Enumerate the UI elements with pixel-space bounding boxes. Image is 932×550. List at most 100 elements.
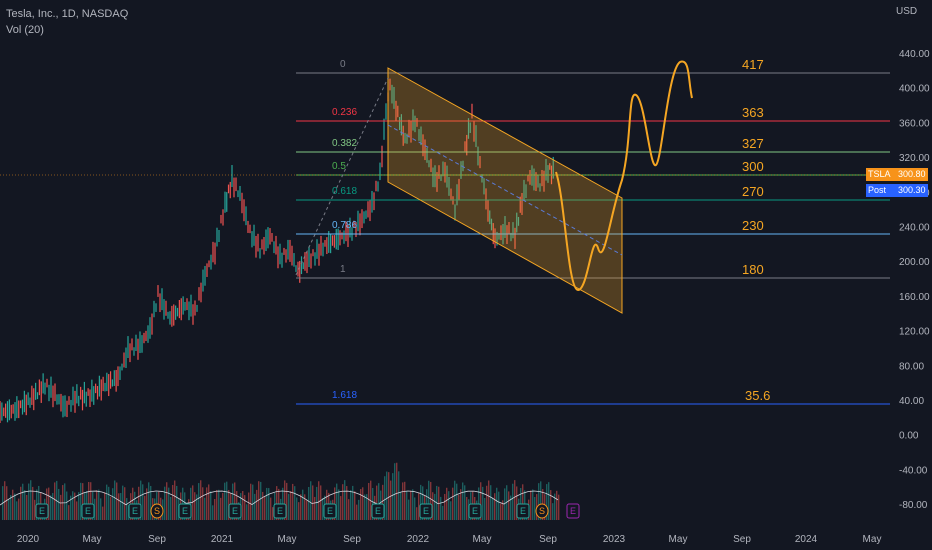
volume-bar — [254, 493, 256, 520]
time-tick-label: 2023 — [603, 534, 626, 545]
volume-bar — [378, 483, 380, 520]
volume-bar — [12, 489, 14, 520]
volume-bar — [242, 490, 244, 520]
volume-bar — [174, 480, 176, 520]
time-axis[interactable]: 2020 May Sep 2021 May Sep 2022 May Sep 2023 May Sep… — [17, 534, 882, 545]
volume-bar — [314, 496, 316, 520]
volume-bar — [112, 488, 114, 520]
volume-bar — [390, 480, 392, 520]
volume-bar — [248, 492, 250, 520]
volume-bar — [10, 495, 12, 520]
volume-bar — [34, 499, 36, 520]
volume-bar — [416, 507, 418, 520]
volume-bar — [430, 481, 432, 520]
earnings-marker[interactable] — [371, 503, 385, 519]
volume-bar — [406, 490, 408, 520]
volume-bar — [558, 494, 560, 520]
price-tick-label: 160.00 — [899, 292, 930, 303]
volume-bar — [250, 483, 252, 520]
volume-bar — [120, 493, 122, 520]
earnings-marker[interactable] — [419, 503, 433, 519]
earnings-marker[interactable] — [323, 503, 337, 519]
volume-bar — [354, 491, 356, 520]
volume-bar — [232, 483, 234, 520]
fib-ratio-label: 1.618 — [332, 390, 357, 401]
volume-indicator-label[interactable]: Vol (20) — [6, 24, 44, 36]
volume-bar — [346, 486, 348, 520]
volume-bar — [108, 486, 110, 520]
earnings-marker[interactable] — [535, 503, 549, 519]
fib-ratio-label: 0.5 — [332, 161, 346, 172]
volume-bar — [146, 488, 148, 520]
volume-bar — [344, 480, 346, 520]
volume-bar — [376, 485, 378, 520]
earnings-marker[interactable] — [81, 503, 95, 519]
volume-bar — [496, 487, 498, 520]
volume-bar — [194, 492, 196, 520]
earnings-marker-label: E — [182, 506, 188, 516]
volume-bar — [290, 490, 292, 520]
price-tick-label: -40.00 — [899, 465, 928, 476]
volume-bar — [294, 486, 296, 520]
time-tick-label: May — [83, 534, 102, 545]
fib-ratio-label: 0 — [340, 59, 346, 70]
earnings-marker[interactable] — [128, 503, 142, 519]
volume-bar — [448, 491, 450, 520]
fib-ratio-label: 0.236 — [332, 107, 357, 118]
volume-bar — [296, 497, 298, 520]
earnings-marker[interactable] — [178, 503, 192, 519]
target-price-label: 180 — [742, 262, 764, 277]
volume-bar — [66, 491, 68, 520]
volume-bar — [264, 496, 266, 520]
volume-bar — [196, 494, 198, 520]
volume-bar — [140, 480, 142, 520]
volume-bar — [268, 488, 270, 520]
earnings-marker-label: E — [472, 506, 478, 516]
earnings-marker-label: E — [132, 506, 138, 516]
earnings-marker[interactable] — [273, 503, 287, 519]
fibonacci-levels[interactable]: 0 417 0.236 363 0.382 327 0.5 300 0.618 270 0.786 2… — [0, 57, 890, 405]
volume-bar — [220, 497, 222, 520]
volume-bar — [418, 493, 420, 520]
volume-bar — [366, 494, 368, 520]
volume-bar — [224, 482, 226, 520]
volume-bar — [452, 487, 454, 520]
target-price-label: 35.6 — [745, 388, 770, 403]
post-market-tag: Post — [866, 184, 898, 197]
time-tick-label: 2020 — [17, 534, 40, 545]
volume-bar — [252, 484, 254, 520]
volume-bar — [70, 495, 72, 520]
volume-bar — [456, 483, 458, 520]
time-tick-label: May — [863, 534, 882, 545]
earnings-marker[interactable] — [468, 503, 482, 519]
earnings-marker[interactable] — [228, 503, 242, 519]
volume-bar — [408, 499, 410, 520]
price-axis[interactable]: 440.00400.00360.00320.00280.00240.00200.… — [899, 49, 930, 511]
volume-bar — [168, 487, 170, 520]
projection-path[interactable] — [555, 60, 693, 292]
volume-bar — [6, 486, 8, 520]
price-tick-label: 120.00 — [899, 327, 930, 338]
fib-ratio-label: 0.786 — [332, 220, 357, 231]
earnings-marker[interactable] — [150, 503, 164, 519]
volume-bar — [350, 490, 352, 520]
volume-bar — [288, 493, 290, 520]
volume-bar — [394, 463, 396, 520]
volume-bar — [340, 496, 342, 520]
earnings-marker[interactable] — [516, 503, 530, 519]
candles — [0, 78, 554, 423]
volume-bar — [74, 492, 76, 520]
volume-bar — [192, 485, 194, 520]
volume-bar — [306, 500, 308, 520]
volume-bar — [304, 494, 306, 520]
volume-bar — [368, 482, 370, 520]
volume-bar — [386, 471, 388, 520]
volume-bar — [98, 489, 100, 520]
volume-bar — [246, 504, 248, 520]
earnings-marker-label: E — [375, 506, 381, 516]
volume-bar — [126, 498, 128, 520]
earnings-marker[interactable] — [35, 503, 49, 519]
earnings-marker[interactable] — [566, 503, 580, 519]
